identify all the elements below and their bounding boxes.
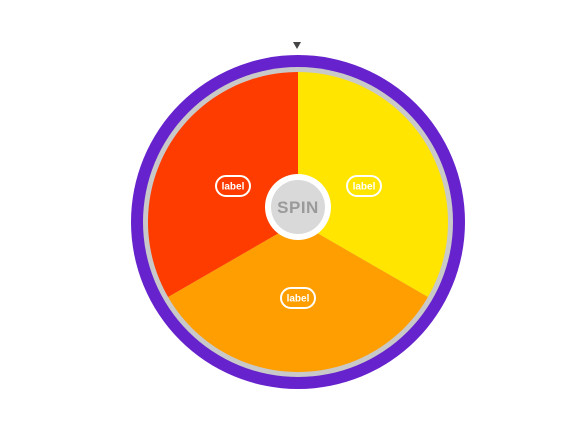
wheel-labels: label label label (215, 175, 382, 309)
segment-label-3: label (215, 175, 251, 197)
spin-button-label[interactable]: SPIN (277, 198, 319, 217)
spin-button[interactable]: SPIN (265, 174, 331, 240)
wheel-segment-3 (148, 72, 298, 297)
wheel-segment-1 (298, 72, 448, 297)
segment-label-text: label (222, 182, 245, 193)
segment-label-1: label (346, 175, 382, 197)
segment-label-pill (280, 287, 316, 309)
pointer-triangle-down-icon (293, 42, 301, 49)
segment-label-pill (215, 175, 251, 197)
segment-label-pill (346, 175, 382, 197)
spin-button-hub[interactable] (271, 180, 325, 234)
segment-label-text: label (353, 182, 376, 193)
segment-label-text: label (287, 294, 310, 305)
wheel-segments (148, 72, 448, 372)
segment-label-2: label (280, 287, 316, 309)
